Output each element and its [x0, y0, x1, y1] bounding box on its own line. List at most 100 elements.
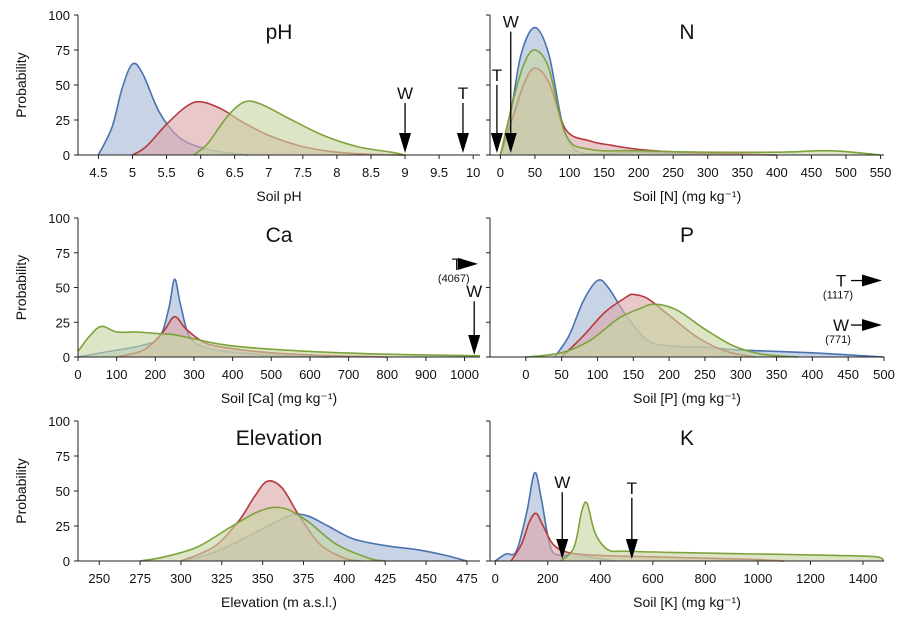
series-3-area: [193, 101, 406, 155]
y-tick-label: 25: [56, 315, 70, 330]
annotation-t: T(4067): [438, 255, 478, 285]
x-tick-label: 450: [801, 165, 823, 180]
annotation-arrow-head: [490, 133, 503, 153]
x-tick-label: 200: [628, 165, 650, 180]
annotation-w: W: [503, 13, 519, 153]
x-tick-label: 350: [766, 367, 788, 382]
x-tick-label: 400: [334, 571, 356, 586]
series-3-line: [499, 49, 881, 156]
annotation-t: T: [490, 66, 503, 153]
x-tick-label: 400: [802, 367, 824, 382]
x-axis-label: Soil [P] (mg kg⁻¹): [633, 390, 741, 406]
annotation-label: W: [466, 282, 482, 301]
y-tick-label: 100: [48, 211, 70, 226]
y-tick-label: 50: [56, 78, 70, 93]
annotation-arrow-head: [862, 274, 882, 287]
x-tick-label: 475: [456, 571, 478, 586]
y-tick-label: 75: [56, 43, 70, 58]
x-tick-label: 8: [333, 165, 340, 180]
series-1-area: [98, 63, 249, 155]
annotation-arrow-head: [556, 539, 569, 559]
annotation-label: T: [836, 272, 846, 291]
x-tick-label: 300: [170, 571, 192, 586]
x-tick-label: 375: [293, 571, 315, 586]
series-3-area: [140, 507, 386, 561]
x-tick-label: 600: [299, 367, 321, 382]
x-tick-label: 5: [129, 165, 136, 180]
x-tick-label: 300: [183, 367, 205, 382]
panel-title: pH: [266, 21, 293, 44]
panel-title: K: [680, 427, 694, 450]
y-axis-label: Probability: [13, 255, 29, 320]
x-tick-label: 325: [211, 571, 233, 586]
x-tick-label: 400: [222, 367, 244, 382]
x-tick-label: 50: [554, 367, 568, 382]
annotation-label: T: [492, 66, 502, 85]
x-tick-label: 200: [658, 367, 680, 382]
annotation-w: W: [466, 282, 482, 355]
x-tick-label: 200: [144, 367, 166, 382]
annotation-sublabel: (771): [825, 334, 851, 346]
x-tick-label: 1400: [849, 571, 878, 586]
series-3-area: [560, 502, 884, 561]
annotation-arrow-head: [504, 133, 517, 153]
x-axis-label: Elevation (m a.s.l.): [221, 594, 337, 610]
x-tick-label: 7.5: [294, 165, 312, 180]
annotation-label: W: [833, 316, 849, 335]
y-tick-label: 100: [48, 414, 70, 429]
series-2-area: [132, 101, 406, 155]
series-3-line: [193, 100, 406, 156]
x-tick-label: 1000: [450, 367, 479, 382]
y-tick-label: 100: [48, 8, 70, 23]
y-tick-label: 50: [56, 281, 70, 296]
annotation-label: T: [458, 84, 468, 103]
x-tick-label: 7: [265, 165, 272, 180]
x-tick-label: 350: [252, 571, 274, 586]
x-tick-label: 400: [589, 571, 611, 586]
x-tick-label: 0: [522, 367, 529, 382]
annotation-label: T: [627, 479, 637, 498]
x-tick-label: 350: [731, 165, 753, 180]
x-tick-label: 150: [622, 367, 644, 382]
y-axis-label: Probability: [13, 52, 29, 117]
annotation-label: T: [452, 255, 462, 274]
x-axis-label: Soil [K] (mg kg⁻¹): [633, 594, 741, 610]
panel-p: 0 50 100 150 200 250 300 350 400 450 500 P Soil [P] …: [486, 217, 895, 406]
y-tick-label: 0: [63, 148, 70, 163]
x-tick-label: 150: [593, 165, 615, 180]
x-tick-label: 300: [697, 165, 719, 180]
annotation-arrow-head: [399, 133, 412, 153]
x-tick-label: 250: [88, 571, 110, 586]
y-tick-label: 75: [56, 246, 70, 261]
series-3-line: [77, 325, 481, 357]
x-axis-label: Soil pH: [256, 188, 301, 204]
x-axis-label: Soil [N] (mg kg⁻¹): [633, 188, 742, 204]
y-tick-label: 0: [63, 554, 70, 569]
panel-title: Ca: [266, 224, 293, 247]
y-axis-label: Probability: [13, 458, 29, 523]
y-tick-label: 0: [63, 350, 70, 365]
y-tick-label: 50: [56, 484, 70, 499]
x-tick-label: 600: [642, 571, 664, 586]
x-tick-label: 5.5: [158, 165, 176, 180]
panel-n: 0 50 100 150 200 250 300 350 400 450 500 550 N Soil […: [486, 13, 891, 204]
annotation-arrow-head: [468, 335, 481, 355]
x-tick-label: 100: [559, 165, 581, 180]
annotation-t: T(1117): [823, 272, 882, 302]
annotation-sublabel: (1117): [823, 290, 853, 302]
x-tick-label: 100: [106, 367, 128, 382]
x-tick-label: 500: [835, 165, 857, 180]
x-tick-label: 50: [528, 165, 542, 180]
x-tick-label: 10: [466, 165, 480, 180]
annotation-label: W: [503, 13, 519, 32]
x-tick-label: 800: [376, 367, 398, 382]
annotation-arrow-head: [458, 257, 478, 270]
x-tick-label: 1200: [796, 571, 825, 586]
panel-title: P: [680, 224, 694, 247]
x-tick-label: 500: [873, 367, 895, 382]
annotation-arrow-head: [625, 539, 638, 559]
x-tick-label: 4.5: [89, 165, 107, 180]
series-3-area: [500, 49, 881, 155]
